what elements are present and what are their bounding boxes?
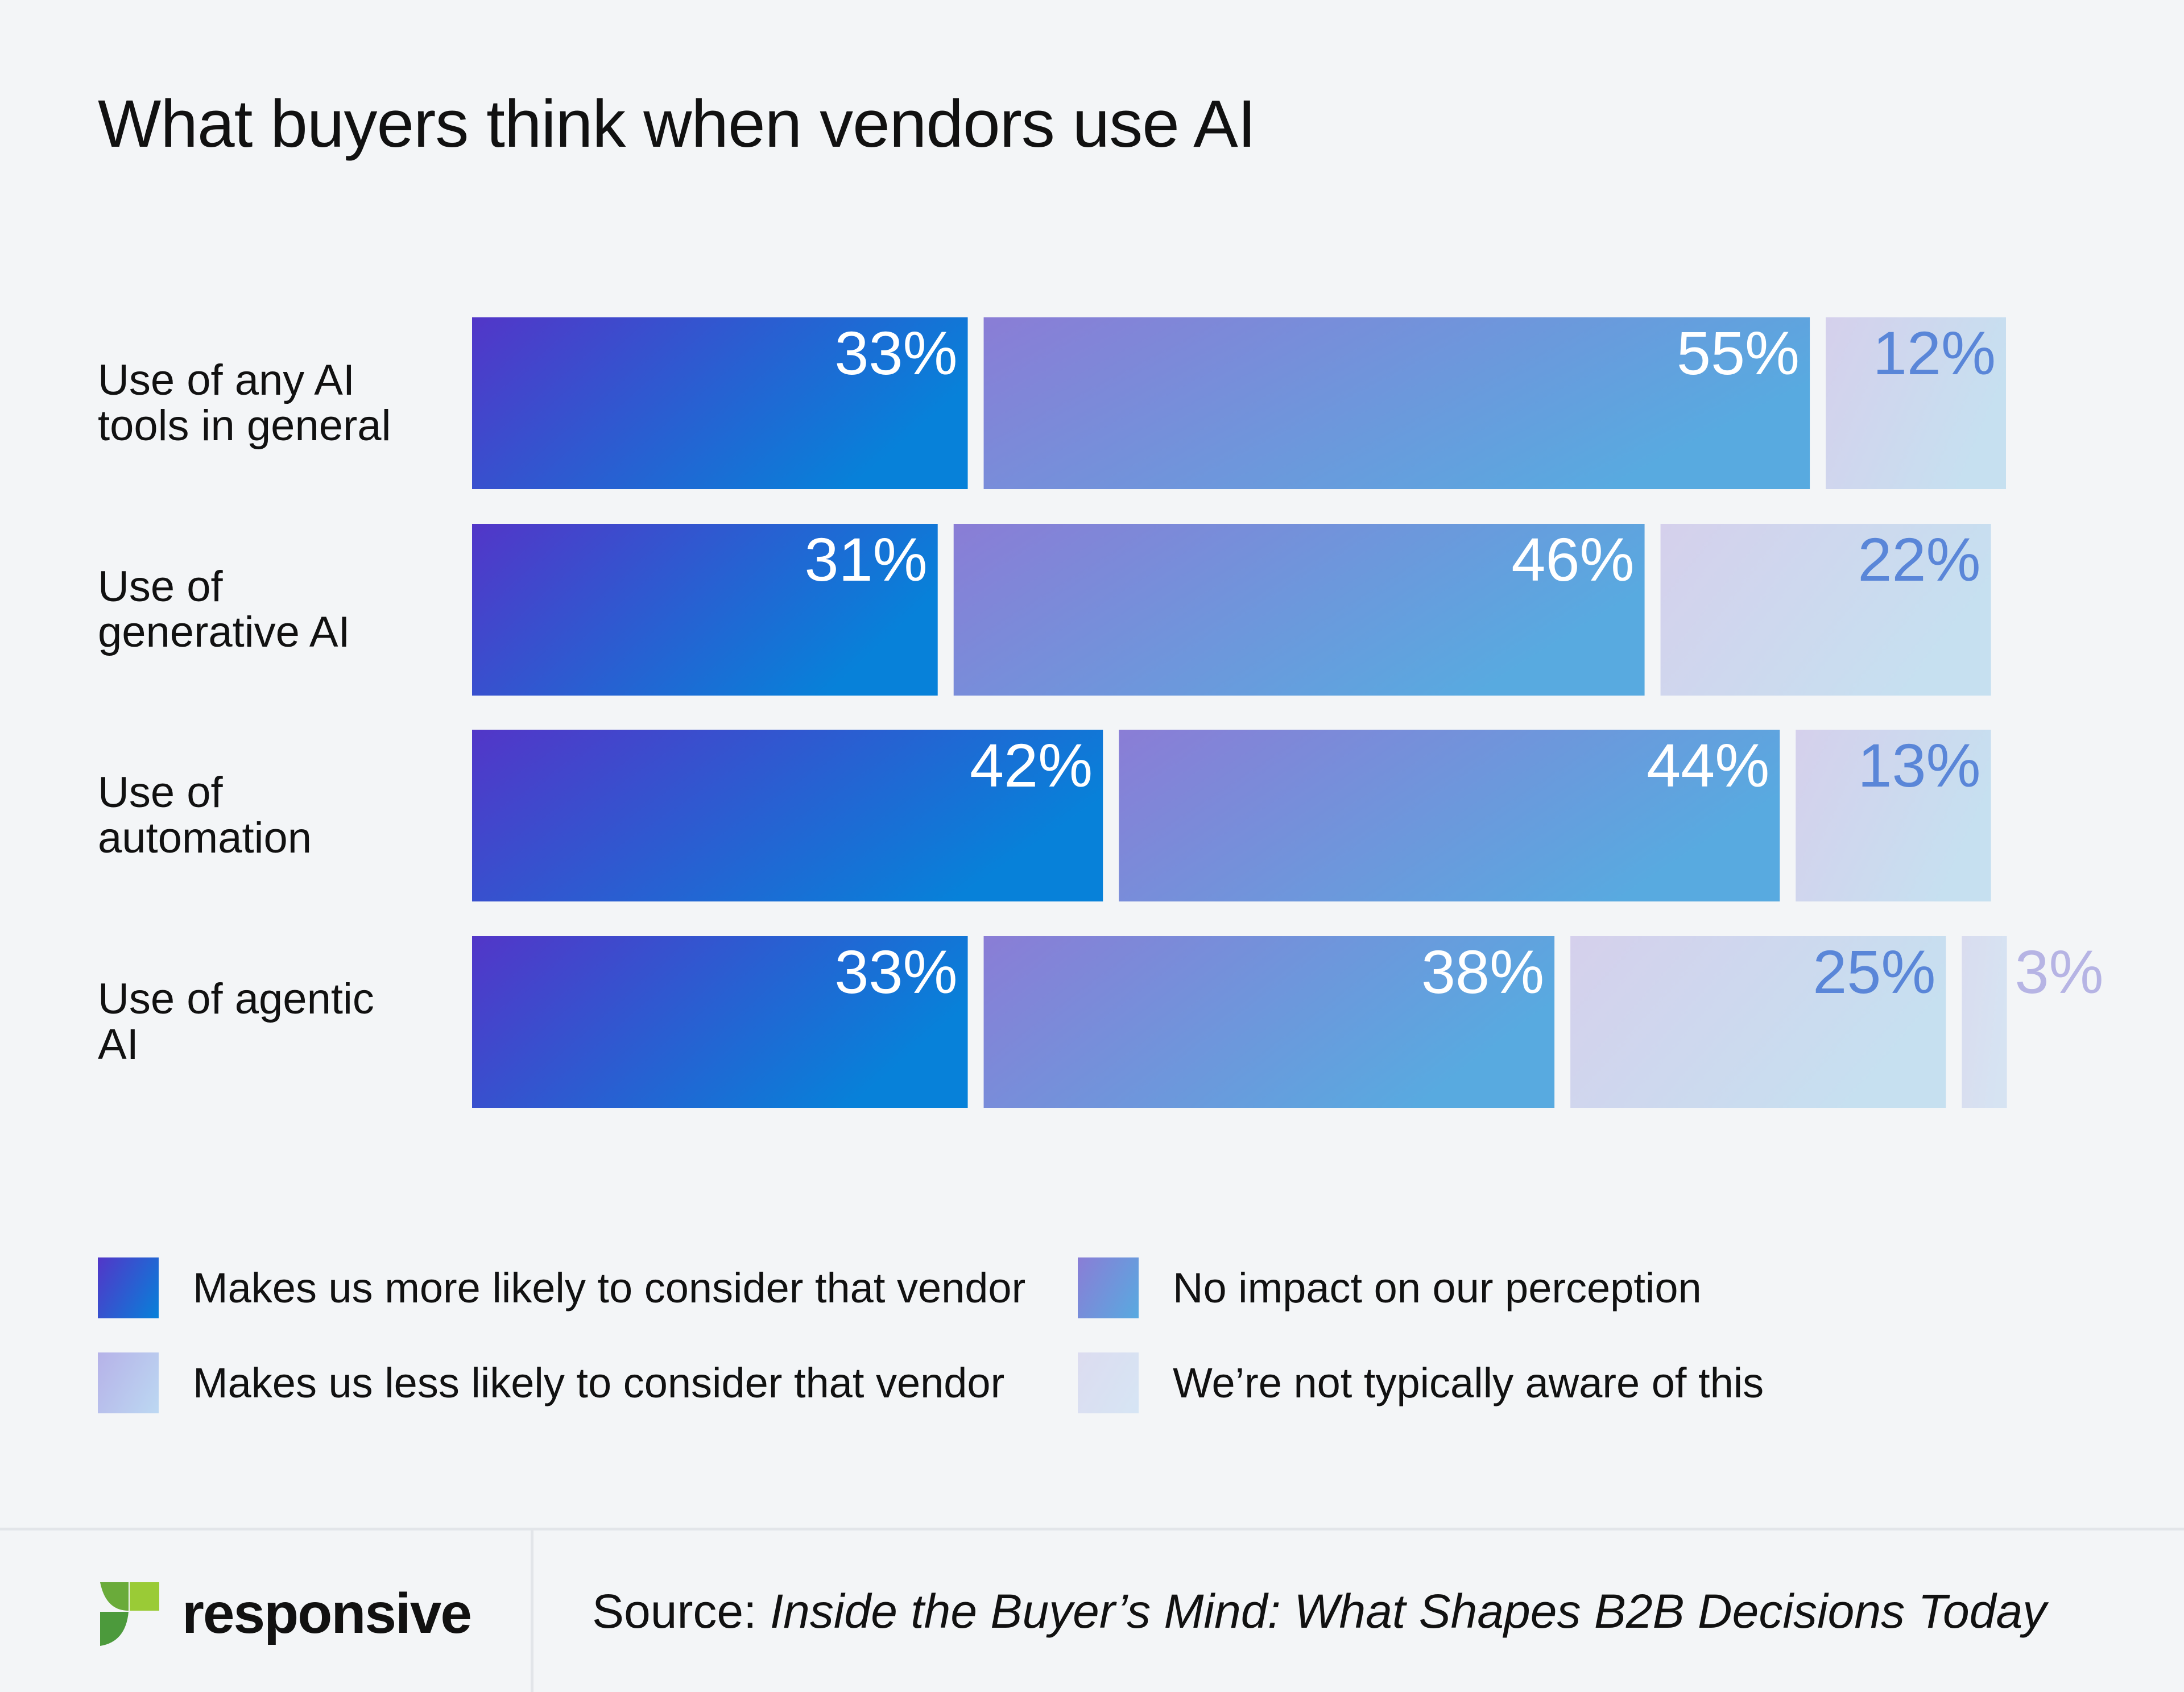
data-label: 25% <box>1813 937 1935 1006</box>
category-label-line: tools in general <box>98 402 391 450</box>
stacked-bar-chart: 33% 55% 12% 31% 46% 22% 42% 44% 13% 33% 38% 25% 3% <box>472 317 2104 1108</box>
bar-segment <box>472 524 938 696</box>
bar-segment <box>1962 936 2007 1108</box>
source-citation: Source: Inside the Buyer’s Mind: What Sh… <box>592 1584 2046 1639</box>
bar-segment <box>983 936 1555 1108</box>
category-label: Use of any AI tools in general <box>98 358 439 449</box>
legend-item-no-impact: No impact on our perception <box>1078 1257 1702 1318</box>
legend-swatch <box>98 1257 159 1318</box>
legend-item-more-likely: Makes us more likely to consider that ve… <box>98 1257 1025 1318</box>
legend-item-not-aware: We’re not typically aware of this <box>1078 1352 1764 1413</box>
category-label-line: Use of <box>98 562 223 611</box>
logo-wordmark: responsive <box>182 1582 472 1645</box>
bar-segment <box>1119 730 1780 901</box>
bar-segment <box>983 317 1810 489</box>
bar-segment <box>472 317 968 489</box>
legend-swatch <box>1078 1352 1139 1413</box>
footer-divider <box>0 1528 2184 1530</box>
leaf-logo-icon <box>100 1582 159 1646</box>
legend-swatch <box>1078 1257 1139 1318</box>
category-label-line: generative AI <box>98 608 350 656</box>
data-label: 33% <box>834 937 957 1006</box>
data-label: 13% <box>1858 731 1980 800</box>
bar-segment <box>1796 730 1991 901</box>
category-label-line: AI <box>98 1020 139 1069</box>
data-label: 38% <box>1421 937 1544 1006</box>
bar-segment <box>472 936 968 1108</box>
bar-segment <box>1570 936 1946 1108</box>
category-label: Use of automation <box>98 770 439 861</box>
data-label: 22% <box>1858 525 1980 594</box>
footer-vertical-divider <box>531 1530 533 1692</box>
data-label: 3% <box>2015 937 2103 1006</box>
category-label: Use of generative AI <box>98 564 439 655</box>
legend-swatch <box>98 1352 159 1413</box>
category-label-line: automation <box>98 814 312 862</box>
data-label: 44% <box>1647 731 1769 800</box>
bar-segment <box>472 730 1103 901</box>
category-label-line: Use of any AI <box>98 356 355 404</box>
legend-label: We’re not typically aware of this <box>1173 1359 1764 1406</box>
bar-segment <box>1660 524 1991 696</box>
legend-label: No impact on our perception <box>1173 1264 1702 1312</box>
chart-title: What buyers think when vendors use AI <box>98 86 1256 162</box>
legend-label: Makes us more likely to consider that ve… <box>193 1264 1026 1312</box>
legend-item-less-likely: Makes us less likely to consider that ve… <box>98 1352 1004 1413</box>
legend-label: Makes us less likely to consider that ve… <box>193 1359 1005 1406</box>
source-prefix: Source: <box>592 1585 770 1638</box>
bar-segment <box>953 524 1645 696</box>
data-label: 42% <box>970 731 1093 800</box>
data-label: 33% <box>834 318 957 387</box>
bar-segment <box>1826 317 2006 489</box>
data-label: 12% <box>1873 318 1996 387</box>
category-label-line: Use of <box>98 768 223 817</box>
source-title: Inside the Buyer’s Mind: What Shapes B2B… <box>770 1585 2047 1638</box>
category-label-line: Use of agentic <box>98 975 374 1023</box>
data-label: 46% <box>1511 525 1634 594</box>
responsive-logo: responsive <box>100 1581 472 1647</box>
data-label: 55% <box>1677 318 1800 387</box>
category-label: Use of agentic AI <box>98 977 439 1068</box>
data-label: 31% <box>805 525 928 594</box>
